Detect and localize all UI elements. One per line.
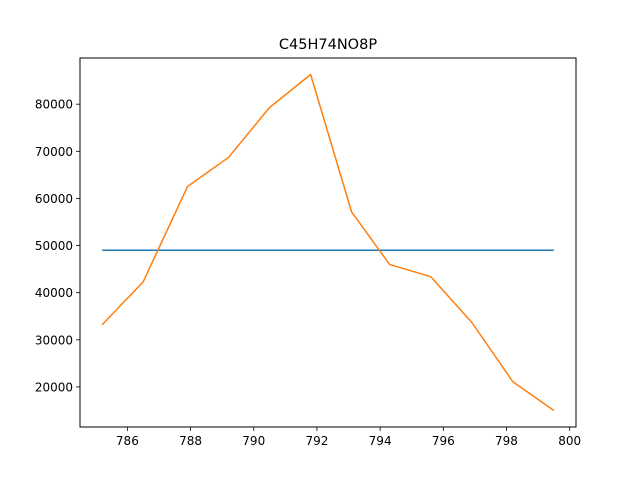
x-tick-label: 792 [305, 434, 328, 448]
x-tick-label: 786 [116, 434, 139, 448]
y-tick-label: 20000 [35, 380, 73, 394]
x-tick-label: 794 [369, 434, 392, 448]
x-tick-label: 796 [432, 434, 455, 448]
y-tick-label: 30000 [35, 333, 73, 347]
y-tick-label: 50000 [35, 239, 73, 253]
y-tick-label: 80000 [35, 98, 73, 112]
plot-frame [79, 57, 577, 428]
series-line-1 [101, 73, 555, 412]
chart-title: C45H74NO8P [279, 37, 377, 53]
x-tick-label: 788 [179, 434, 202, 448]
series-layer [101, 73, 555, 412]
y-tick-label: 70000 [35, 145, 73, 159]
x-tick-label: 800 [558, 434, 581, 448]
x-tick-label: 798 [495, 434, 518, 448]
x-tick-label: 790 [242, 434, 265, 448]
y-tick-label: 40000 [35, 286, 73, 300]
axis-layer: 786 788 790 792 794 796 798 800 20000 30000 40000 5… [35, 98, 581, 448]
y-tick-label: 60000 [35, 192, 73, 206]
